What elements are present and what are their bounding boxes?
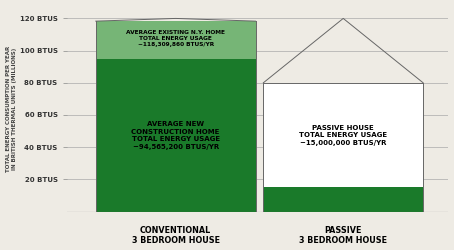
Text: AVERAGE EXISTING N.Y. HOME
TOTAL ENERGY USAGE
~118,309,860 BTUS/YR: AVERAGE EXISTING N.Y. HOME TOTAL ENERGY …: [126, 30, 225, 47]
Text: CONVENTIONAL
3 BEDROOM HOUSE: CONVENTIONAL 3 BEDROOM HOUSE: [132, 226, 220, 246]
Text: PASSIVE HOUSE
TOTAL ENERGY USAGE
~15,000,000 BTUS/YR: PASSIVE HOUSE TOTAL ENERGY USAGE ~15,000…: [299, 124, 387, 146]
Bar: [263, 187, 423, 212]
Bar: [96, 59, 256, 212]
Bar: [96, 21, 256, 59]
Y-axis label: TOTAL ENERGY CONSUMPTION PER YEAR
IN BRITISH THERMAL UNITS (MILLIONS): TOTAL ENERGY CONSUMPTION PER YEAR IN BRI…: [5, 46, 17, 172]
Text: AVERAGE NEW
CONSTRUCTION HOME
TOTAL ENERGY USAGE
~94,565,200 BTUS/YR: AVERAGE NEW CONSTRUCTION HOME TOTAL ENER…: [132, 121, 220, 150]
Text: PASSIVE
3 BEDROOM HOUSE: PASSIVE 3 BEDROOM HOUSE: [299, 226, 387, 246]
Bar: [263, 83, 423, 187]
